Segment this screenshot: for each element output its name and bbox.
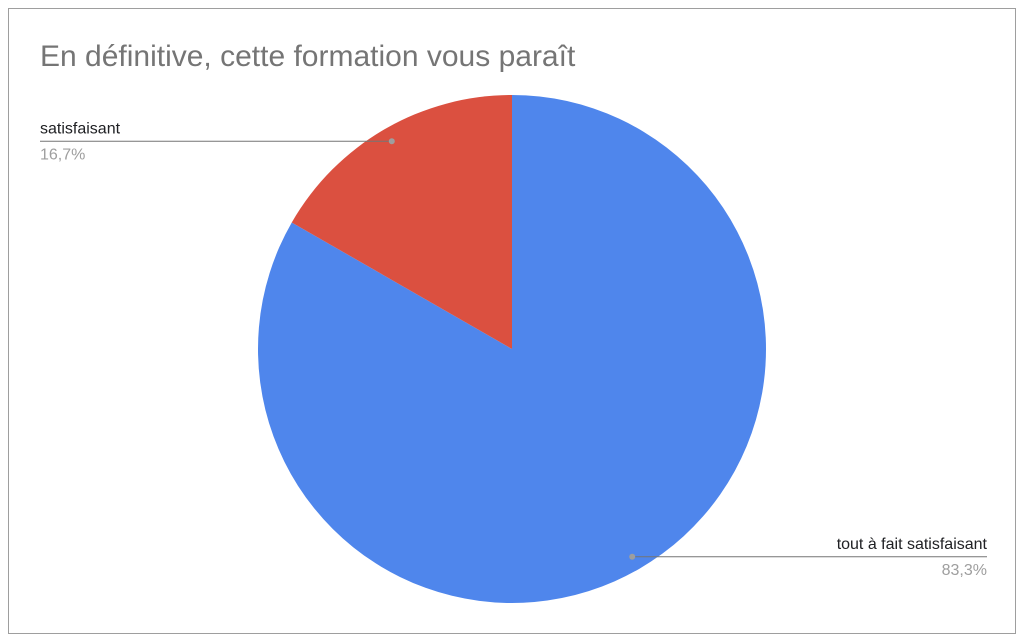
slice-label: satisfaisant bbox=[40, 120, 121, 137]
leader-dot bbox=[629, 553, 636, 560]
pie-slice bbox=[258, 95, 766, 604]
slice-label: tout à fait satisfaisant bbox=[837, 536, 988, 553]
pie-slice bbox=[291, 95, 512, 349]
slice-value-label: 16,7% bbox=[40, 146, 85, 163]
slice-value-label: 83,3% bbox=[942, 562, 987, 579]
leader-dot bbox=[388, 138, 395, 145]
chart-title: En définitive, cette formation vous para… bbox=[40, 40, 576, 73]
